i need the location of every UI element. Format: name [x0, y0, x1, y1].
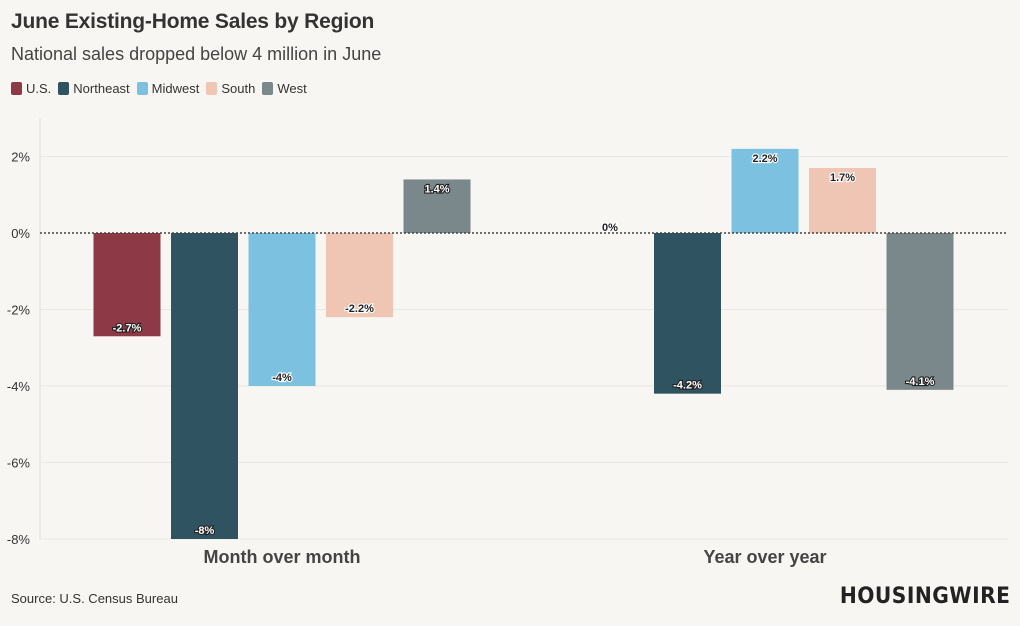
- bar-west-yoy: [886, 233, 954, 390]
- legend-item-northeast[interactable]: Northeast: [58, 81, 130, 96]
- y-tick-label: -8%: [7, 532, 31, 547]
- legend-item-midwest[interactable]: Midwest: [136, 81, 200, 96]
- bar-south-mom: [326, 233, 393, 318]
- data-label: -4.2%: [673, 380, 702, 392]
- y-tick-label: 2%: [11, 150, 30, 165]
- y-tick-label: 0%: [11, 226, 30, 241]
- housingwire-logo: HOUSINGWIRE: [839, 584, 1010, 609]
- bar-south-yoy: [809, 167, 876, 233]
- data-label: 2.2%: [752, 153, 777, 165]
- legend-label: Northeast: [73, 81, 130, 96]
- chart-subtitle: National sales dropped below 4 million i…: [11, 44, 382, 64]
- data-label: -2.7%: [113, 322, 142, 334]
- data-label: 1.4%: [424, 183, 449, 195]
- legend: U.S. Northeast Midwest South West: [11, 81, 314, 96]
- data-label: 0%: [602, 222, 618, 234]
- chart-title: June Existing-Home Sales by Region: [11, 10, 375, 33]
- legend-label: West: [277, 81, 307, 96]
- legend-label: U.S.: [26, 81, 52, 96]
- legend-swatch: [262, 82, 274, 95]
- bar-midwest-mom: [248, 233, 316, 386]
- source-note: Source: U.S. Census Bureau: [11, 591, 178, 606]
- legend-item-u-s[interactable]: U.S.: [11, 81, 51, 96]
- data-label: -8%: [195, 525, 215, 537]
- legend-swatch: [58, 82, 70, 95]
- data-label: -4.1%: [906, 376, 935, 388]
- data-label: -4%: [272, 372, 292, 384]
- bar-northeast-mom: [171, 233, 238, 539]
- legend-label: South: [221, 81, 256, 96]
- legend-label: Midwest: [151, 81, 200, 96]
- y-tick-label: -2%: [7, 303, 31, 318]
- bar-northeast-yoy: [654, 233, 721, 394]
- bar-midwest-yoy: [731, 148, 799, 233]
- data-label: 1.7%: [830, 172, 855, 184]
- legend-swatch: [206, 82, 218, 95]
- legend-item-west[interactable]: West: [262, 81, 307, 96]
- bar-west-mom: [403, 179, 471, 233]
- x-category-label: Month over month: [204, 547, 361, 567]
- y-tick-label: -6%: [7, 456, 31, 471]
- y-tick-label: -4%: [7, 379, 31, 394]
- legend-item-south[interactable]: South: [206, 81, 255, 96]
- x-category-label: Year over year: [703, 547, 826, 567]
- legend-swatch: [136, 82, 148, 95]
- bar-u-s-mom: [93, 233, 161, 337]
- legend-swatch: [11, 82, 22, 95]
- data-label: -2.2%: [345, 303, 374, 315]
